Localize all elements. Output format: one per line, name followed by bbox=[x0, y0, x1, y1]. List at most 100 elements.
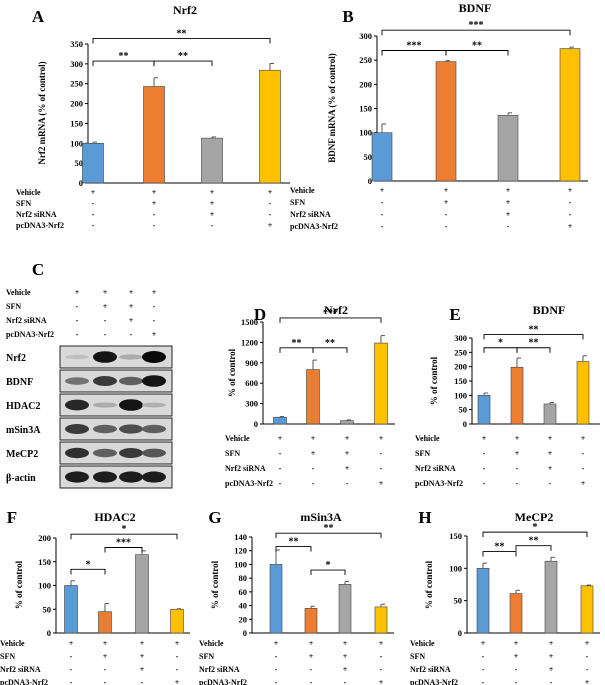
panel-label-b: B bbox=[342, 7, 353, 26]
y-tick-label: 150 bbox=[38, 557, 51, 567]
y-tick-label: 300 bbox=[359, 31, 372, 41]
condition-mark: + bbox=[568, 186, 573, 195]
blot-band bbox=[119, 471, 143, 483]
condition-label: pcDNA3-Nrf2 bbox=[0, 678, 48, 685]
y-tick-label: 1200 bbox=[241, 337, 258, 347]
condition-mark: + bbox=[152, 188, 157, 197]
y-tick-label: 0 bbox=[47, 628, 51, 638]
y-tick-label: 0 bbox=[368, 176, 372, 186]
condition-mark: + bbox=[549, 652, 554, 661]
condition-mark: - bbox=[104, 665, 107, 674]
blot-condition-mark: - bbox=[76, 330, 79, 339]
significance-bracket bbox=[70, 533, 178, 540]
blot-band bbox=[93, 376, 117, 386]
condition-mark: + bbox=[309, 639, 314, 648]
significance-label: * bbox=[326, 560, 331, 571]
significance-bracket bbox=[275, 532, 382, 539]
y-axis-label: % of control bbox=[14, 560, 24, 609]
condition-mark: - bbox=[483, 479, 486, 488]
bar bbox=[201, 137, 223, 184]
condition-label: SFN bbox=[199, 652, 214, 661]
significance-bracket bbox=[70, 568, 106, 575]
significance-label: ** bbox=[529, 338, 539, 349]
condition-label: pcDNA3-Nrf2 bbox=[199, 678, 247, 685]
significance-label: ** bbox=[529, 536, 539, 547]
condition-mark: + bbox=[514, 652, 519, 661]
blot-condition-mark: + bbox=[129, 316, 134, 325]
blot-band bbox=[65, 424, 89, 434]
bar bbox=[64, 585, 78, 634]
y-tick-label: 50 bbox=[459, 405, 468, 415]
condition-mark: + bbox=[482, 434, 487, 443]
bar bbox=[135, 554, 149, 634]
blot-condition-label: pcDNA3-Nrf2 bbox=[6, 330, 54, 339]
panel-f: F HDAC2% of control050100150200*****Vehic… bbox=[0, 508, 190, 685]
condition-mark: - bbox=[586, 665, 589, 674]
blot-band bbox=[119, 399, 143, 411]
blot-condition-mark: - bbox=[76, 302, 79, 311]
condition-mark: - bbox=[269, 199, 272, 208]
blot-condition-mark: - bbox=[153, 316, 156, 325]
significance-label: *** bbox=[116, 538, 131, 549]
panel-label-e: E bbox=[449, 305, 460, 324]
chart-title: HDAC2 bbox=[94, 510, 135, 524]
bar bbox=[543, 403, 557, 425]
blot-band bbox=[142, 424, 166, 434]
bar bbox=[559, 48, 581, 182]
condition-mark: + bbox=[210, 199, 215, 208]
chart-title: Nrf2 bbox=[324, 303, 348, 317]
bar bbox=[259, 69, 281, 184]
condition-mark: + bbox=[69, 639, 74, 648]
blot-band bbox=[142, 448, 166, 458]
condition-mark: - bbox=[269, 210, 272, 219]
y-tick-label: 250 bbox=[359, 55, 372, 65]
condition-mark: - bbox=[275, 652, 278, 661]
significance-label: ** bbox=[495, 542, 505, 553]
y-tick-label: 50 bbox=[75, 158, 84, 168]
blot-condition-mark: + bbox=[75, 288, 80, 297]
condition-mark: + bbox=[581, 479, 586, 488]
significance-bracket bbox=[279, 317, 382, 323]
condition-mark: + bbox=[379, 434, 384, 443]
blot-band bbox=[119, 448, 143, 458]
chart-title: mSin3A bbox=[300, 510, 342, 524]
significance-bracket bbox=[482, 531, 588, 538]
significance-label: ** bbox=[324, 523, 334, 534]
significance-label: ** bbox=[177, 28, 187, 39]
blot-condition-mark: + bbox=[152, 330, 157, 339]
significance-label: * bbox=[86, 559, 91, 570]
blot-condition-mark: + bbox=[129, 302, 134, 311]
condition-mark: - bbox=[507, 222, 510, 231]
y-axis-label: % of control bbox=[429, 356, 439, 405]
y-axis-label: % of control bbox=[424, 560, 434, 609]
y-tick-label: 100 bbox=[38, 581, 51, 591]
condition-mark: + bbox=[140, 665, 145, 674]
condition-mark: - bbox=[92, 221, 95, 230]
panel-label-c: C bbox=[32, 260, 44, 279]
significance-bracket bbox=[515, 545, 552, 551]
condition-mark: - bbox=[515, 678, 518, 685]
y-tick-label: 0 bbox=[463, 419, 467, 429]
y-tick-label: 600 bbox=[245, 378, 258, 388]
y-tick-label: 900 bbox=[245, 358, 258, 368]
blot-condition-mark: + bbox=[103, 288, 108, 297]
y-tick-label: 300 bbox=[70, 59, 83, 69]
condition-label: Nrf2 siRNA bbox=[410, 665, 451, 674]
condition-mark: - bbox=[153, 221, 156, 230]
condition-mark: + bbox=[515, 449, 520, 458]
condition-label: SFN bbox=[225, 449, 240, 458]
condition-mark: - bbox=[569, 210, 572, 219]
y-tick-label: 200 bbox=[454, 362, 467, 372]
panel-b: B BDNF BDNF mRNA (% of control) 0 50 100 150 20… bbox=[290, 1, 588, 231]
condition-mark: - bbox=[550, 678, 553, 685]
bar bbox=[509, 593, 523, 634]
condition-mark: + bbox=[140, 652, 145, 661]
y-tick-label: 150 bbox=[454, 376, 467, 386]
blot-band-label: mSin3A bbox=[6, 425, 41, 436]
condition-label: pcDNA3-Nrf2 bbox=[410, 678, 458, 685]
condition-mark: + bbox=[506, 210, 511, 219]
condition-mark: - bbox=[381, 222, 384, 231]
